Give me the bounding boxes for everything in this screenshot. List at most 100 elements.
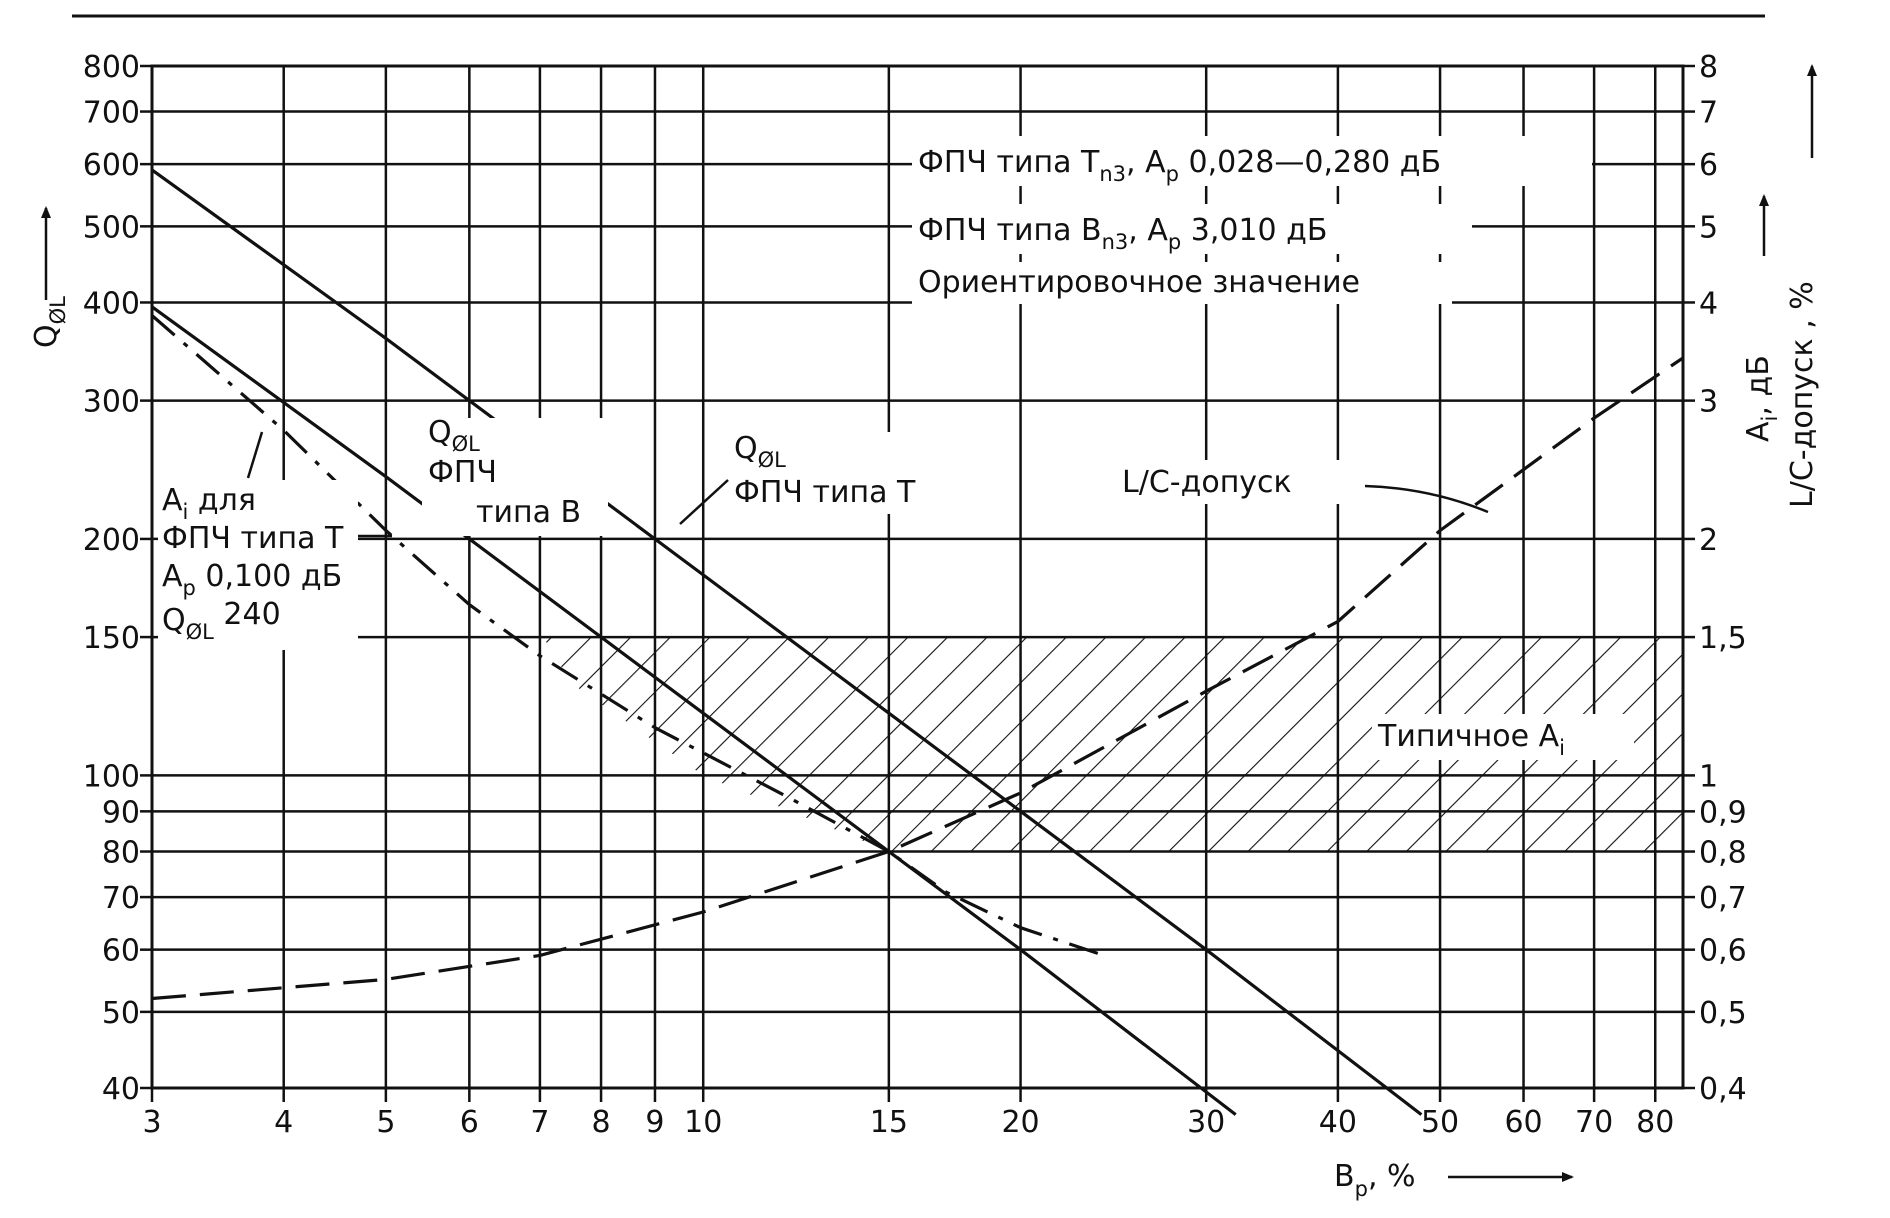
y-left-tick-label: 40 xyxy=(102,1072,140,1107)
lc-leader-line xyxy=(1364,484,1489,514)
lc-label-bg xyxy=(1118,460,1358,504)
y-left-tick-label: 200 xyxy=(83,523,140,558)
q-t-l1-sub: ØL xyxy=(758,448,787,472)
ai-l3-b: 0,100 дБ xyxy=(196,559,342,594)
x-tick-label: 50 xyxy=(1421,1105,1459,1140)
x-title-sub: p xyxy=(1355,1177,1368,1201)
y-right-tick-label: 0,7 xyxy=(1699,881,1747,916)
x-tick-label: 20 xyxy=(1001,1105,1039,1140)
typical-ai-text: Типичное A xyxy=(1377,719,1560,754)
ai-l1-sub: i xyxy=(183,500,189,524)
x-tick-label: 40 xyxy=(1319,1105,1357,1140)
fpch-b-label: ФПЧ типа Bn3, Ap 3,010 дБ xyxy=(918,213,1327,254)
fpch-t-label: ФПЧ типа Тn3, Ap 0,028—0,280 дБ xyxy=(918,145,1441,186)
y-left-title-group: QØL xyxy=(29,296,70,348)
fpch-b-text1: ФПЧ типа B xyxy=(918,213,1102,248)
x-title-suffix: , % xyxy=(1368,1159,1416,1194)
hatched-band-layer xyxy=(543,637,1683,852)
y-right-tick-label: 1 xyxy=(1699,759,1718,794)
typical-ai-sub: i xyxy=(1559,736,1565,760)
y-left-title-sub: ØL xyxy=(46,296,70,325)
y-left-tick-label: 90 xyxy=(102,795,140,830)
plot-frame xyxy=(150,64,1685,1090)
y-right-title-line2: L/C-допуск , % xyxy=(1785,281,1820,508)
q-t-leader-line xyxy=(679,479,729,525)
typical-ai-hatched-band xyxy=(543,637,1683,852)
y-right-tick-label: 3 xyxy=(1699,385,1718,420)
y-right-tick-label: 0,5 xyxy=(1699,996,1747,1031)
ai-l1-a: A xyxy=(162,483,183,518)
y-right-tick-label: 2 xyxy=(1699,523,1718,558)
orient-label: Ориентировочное значение xyxy=(918,265,1360,300)
y-right-tick-label: 6 xyxy=(1699,148,1718,183)
y-right-tick-label: 0,6 xyxy=(1699,934,1747,969)
series-lc-tolerance xyxy=(151,356,1684,1001)
q-b-label-line3: типа В xyxy=(476,495,581,530)
y-left-tick-label: 700 xyxy=(83,96,140,131)
fpch-b-text3: 3,010 дБ xyxy=(1181,213,1327,248)
ai-l3-sub: p xyxy=(183,576,196,600)
y-right-tick-label: 7 xyxy=(1699,96,1718,131)
x-tick-label: 9 xyxy=(645,1105,664,1140)
q-t-label-line2: ФПЧ типа Т xyxy=(734,475,916,510)
series-layer xyxy=(150,168,1684,1116)
x-tick-label: 30 xyxy=(1187,1105,1225,1140)
y-right-title-group-2: L/C-допуск , % xyxy=(1785,281,1820,508)
y-right-l1-sub: i xyxy=(1758,416,1782,422)
y-left-tick-label: 300 xyxy=(83,385,140,420)
y-right-tick-label: 0,8 xyxy=(1699,836,1747,871)
fpch-b-sub1: n3 xyxy=(1102,230,1129,254)
ai-label-line1: Ai для xyxy=(162,483,256,524)
y-left-tick-label: 400 xyxy=(83,286,140,321)
fpch-t-text1: ФПЧ типа Т xyxy=(918,145,1100,180)
y-right-title-line1: Ai, дБ xyxy=(1741,355,1782,442)
y-right-tick-label: 5 xyxy=(1699,210,1718,245)
ai-l3-a: A xyxy=(162,559,183,594)
series-q-type-t xyxy=(151,168,1423,1116)
q-b-label-line1: QØL xyxy=(428,415,480,456)
y-left-tick-label: 500 xyxy=(83,210,140,245)
x-tick-label: 7 xyxy=(530,1105,549,1140)
x-tick-label: 6 xyxy=(460,1105,479,1140)
y-left-tick-label: 60 xyxy=(102,934,140,969)
y-right-l1-main: A xyxy=(1741,421,1776,442)
q-t-label-bg xyxy=(728,432,986,514)
y-right-title-group: Ai, дБ xyxy=(1741,355,1782,442)
x-title-main: B xyxy=(1334,1159,1355,1194)
fpch-b-text2: , A xyxy=(1128,213,1168,248)
lc-label: L/C-допуск xyxy=(1122,465,1292,500)
ai-label-line4: QØL 240 xyxy=(162,597,281,644)
q-b-label-bg xyxy=(422,418,608,536)
ai-l4-b: 240 xyxy=(214,597,281,632)
y-left-tick-label: 50 xyxy=(102,996,140,1031)
y-right-tick-label: 4 xyxy=(1699,286,1718,321)
fpch-t-sub1: n3 xyxy=(1099,162,1126,186)
fpch-b-sub2: p xyxy=(1168,230,1181,254)
q-b-l1-a: Q xyxy=(428,415,452,450)
tick-label-layer: 3 4 5 6 7 8 9 10 15 20 30 40 50 60 70 80405060708090100… xyxy=(83,50,1747,1140)
ai-label-line2: ФПЧ типа Т xyxy=(162,521,344,556)
y-right-tick-label: 0,4 xyxy=(1699,1072,1747,1107)
x-tick-label: 5 xyxy=(376,1105,395,1140)
ai-leader-line xyxy=(246,431,264,479)
series-q-type-b xyxy=(151,305,1237,1116)
typical-ai-bg xyxy=(1372,714,1634,760)
q-b-l1-sub: ØL xyxy=(452,432,481,456)
y-right-tick-label: 8 xyxy=(1699,50,1718,85)
y-left-tick-label: 70 xyxy=(102,881,140,916)
x-tick-label: 80 xyxy=(1636,1105,1674,1140)
fpch-t-text3: 0,028—0,280 дБ xyxy=(1179,145,1441,180)
q-t-label-line1: QØL xyxy=(734,431,786,472)
y-left-tick-label: 100 xyxy=(83,759,140,794)
y-left-title-main: Q xyxy=(29,324,64,348)
y-left-tick-label: 800 xyxy=(83,50,140,85)
ai-l4-sub: ØL xyxy=(186,620,215,644)
y-left-title: QØL xyxy=(29,296,70,348)
fpch-t-text2: , A xyxy=(1126,145,1166,180)
y-right-tick-label: 1,5 xyxy=(1699,621,1747,656)
ai-label-line3: Ap 0,100 дБ xyxy=(162,559,342,600)
series-ai-type-t xyxy=(150,314,1105,957)
y-right-tick-label: 0,9 xyxy=(1699,795,1747,830)
y-left-tick-label: 150 xyxy=(83,621,140,656)
